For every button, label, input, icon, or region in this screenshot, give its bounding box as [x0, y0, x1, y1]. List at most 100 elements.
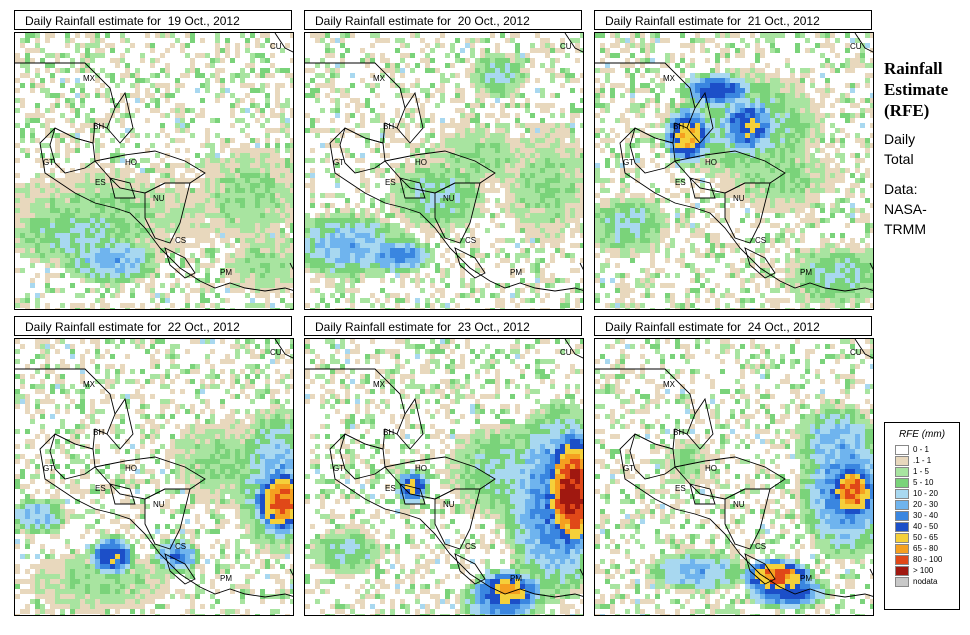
- rainfall-cell: [840, 138, 845, 143]
- rainfall-cell: [775, 93, 780, 98]
- rainfall-cell: [235, 288, 240, 293]
- rainfall-cell: [115, 273, 120, 278]
- rainfall-cell: [535, 103, 540, 108]
- rainfall-cell: [780, 148, 785, 153]
- rainfall-cell: [595, 133, 600, 138]
- rainfall-cell: [675, 153, 680, 158]
- rainfall-cell: [335, 223, 340, 228]
- rainfall-cell: [725, 68, 730, 73]
- rainfall-cell: [545, 173, 550, 178]
- rainfall-cell: [450, 173, 455, 178]
- rainfall-cell: [850, 103, 855, 108]
- rainfall-cell: [180, 83, 185, 88]
- rainfall-cell: [260, 273, 265, 278]
- rainfall-cell: [220, 173, 225, 178]
- rainfall-cell: [545, 208, 550, 213]
- rainfall-cell: [730, 158, 735, 163]
- rainfall-cell: [190, 218, 195, 223]
- rainfall-cell: [565, 303, 570, 308]
- rainfall-cell: [425, 253, 430, 258]
- rainfall-cell: [390, 263, 395, 268]
- rainfall-cell: [285, 123, 290, 128]
- rainfall-cell: [470, 143, 475, 148]
- rainfall-cell: [500, 93, 505, 98]
- rainfall-cell: [775, 153, 780, 158]
- rainfall-cell: [240, 173, 245, 178]
- rainfall-cell: [275, 268, 280, 273]
- rainfall-cell: [685, 158, 690, 163]
- rainfall-cell: [115, 243, 120, 248]
- rainfall-cell: [335, 73, 340, 78]
- rainfall-cell: [545, 168, 550, 173]
- rainfall-cell: [330, 253, 335, 258]
- rainfall-cell: [320, 233, 325, 238]
- rainfall-cell: [685, 143, 690, 148]
- rainfall-cell: [150, 83, 155, 88]
- rainfall-cell: [255, 143, 260, 148]
- rainfall-cell: [640, 38, 645, 43]
- rainfall-cell: [320, 83, 325, 88]
- rainfall-cell: [575, 38, 580, 43]
- rainfall-cell: [420, 113, 425, 118]
- rainfall-cell: [110, 248, 115, 253]
- rainfall-cell: [120, 183, 125, 188]
- rainfall-cell: [225, 268, 230, 273]
- rainfall-cell: [720, 173, 725, 178]
- rainfall-cell: [785, 108, 790, 113]
- rainfall-cell: [510, 213, 515, 218]
- rainfall-cell: [335, 68, 340, 73]
- rainfall-cell: [60, 273, 65, 278]
- rainfall-cell: [655, 143, 660, 148]
- rainfall-cell: [35, 223, 40, 228]
- rainfall-cell: [580, 188, 583, 193]
- rainfall-cell: [460, 283, 465, 288]
- country-label: CS: [175, 236, 186, 245]
- rainfall-cell: [205, 278, 210, 283]
- rainfall-cell: [130, 273, 135, 278]
- rainfall-cell: [385, 238, 390, 243]
- rainfall-cell: [340, 213, 345, 218]
- rainfall-cell: [145, 43, 150, 48]
- rainfall-cell: [90, 178, 95, 183]
- rainfall-cell: [170, 273, 175, 278]
- rfe-panel-3: Daily Rainfall estimate for 21 Oct., 201…: [594, 10, 874, 310]
- rainfall-cell: [525, 123, 530, 128]
- rainfall-cell: [80, 238, 85, 243]
- rainfall-cell: [690, 133, 695, 138]
- rainfall-cell: [735, 108, 740, 113]
- rainfall-cell: [275, 218, 280, 223]
- rainfall-cell: [495, 298, 500, 303]
- rainfall-cell: [565, 298, 570, 303]
- rainfall-cell: [400, 198, 405, 203]
- rainfall-cell: [90, 308, 95, 309]
- rainfall-cell: [540, 128, 545, 133]
- rainfall-cell: [550, 128, 555, 133]
- rainfall-cell: [730, 93, 735, 98]
- rainfall-cell: [90, 218, 95, 223]
- rainfall-cell: [475, 163, 480, 168]
- rainfall-cell: [105, 268, 110, 273]
- rainfall-cell: [595, 163, 600, 168]
- rainfall-cell: [190, 258, 195, 263]
- rainfall-cell: [445, 308, 450, 309]
- rainfall-cell: [135, 78, 140, 83]
- rainfall-cell: [335, 288, 340, 293]
- rainfall-cell: [25, 153, 30, 158]
- rainfall-cell: [105, 183, 110, 188]
- rainfall-cell: [495, 213, 500, 218]
- rainfall-cell: [65, 43, 70, 48]
- rainfall-cell: [780, 153, 785, 158]
- rainfall-cell: [740, 143, 745, 148]
- rainfall-cell: [330, 228, 335, 233]
- rainfall-cell: [485, 133, 490, 138]
- rainfall-cell: [350, 223, 355, 228]
- rainfall-cell: [595, 168, 600, 173]
- rainfall-cell: [705, 98, 710, 103]
- rainfall-cell: [115, 103, 120, 108]
- rainfall-cell: [735, 33, 740, 38]
- rainfall-cell: [240, 198, 245, 203]
- rainfall-cell: [130, 243, 135, 248]
- rainfall-cell: [150, 193, 155, 198]
- rainfall-cell: [200, 178, 205, 183]
- rainfall-cell: [110, 153, 115, 158]
